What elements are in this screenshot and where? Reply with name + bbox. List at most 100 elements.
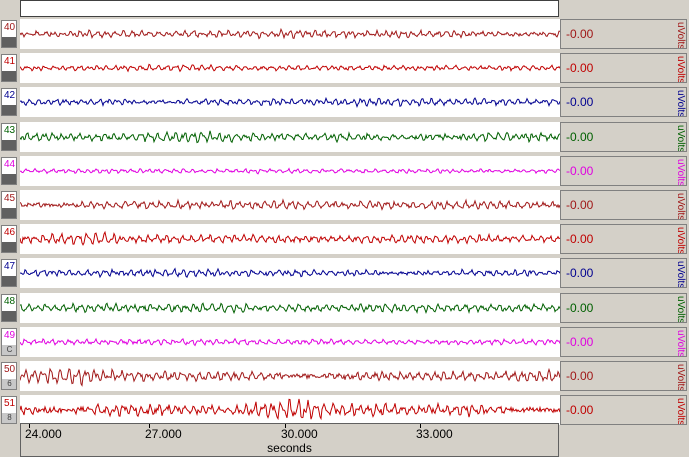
channel-unit: uVolts	[675, 125, 686, 151]
tick-mark	[29, 424, 30, 428]
waveform	[20, 130, 560, 144]
channel-trace[interactable]	[20, 293, 560, 323]
channel-level-bar: C	[2, 345, 16, 355]
waveform	[20, 267, 560, 279]
waveform	[20, 301, 560, 315]
channel-unit: uVolts	[675, 90, 686, 116]
channel-number: 48	[3, 296, 16, 307]
tick-mark	[149, 424, 150, 428]
channel-row: 47 -0.00 uVolts	[0, 258, 689, 288]
waveform	[20, 230, 560, 246]
tick-mark	[285, 424, 286, 428]
waveform	[20, 167, 560, 175]
channel-unit: uVolts	[675, 398, 686, 424]
channel-value-panel: -0.00 uVolts	[560, 190, 687, 220]
channel-number: 40	[3, 22, 16, 33]
channel-number: 46	[3, 227, 16, 238]
channel-number: 42	[3, 90, 16, 101]
channel-value-panel: -0.00 uVolts	[560, 258, 687, 288]
channel-selector[interactable]: 41	[1, 54, 17, 82]
channel-selector[interactable]: 51 8	[1, 396, 17, 424]
channel-selector[interactable]: 45	[1, 191, 17, 219]
channel-level-bar	[2, 140, 16, 150]
channel-selector[interactable]: 43	[1, 123, 17, 151]
channel-trace[interactable]	[20, 87, 560, 117]
channel-value-panel: -0.00 uVolts	[560, 19, 687, 49]
channel-level-bar	[2, 37, 16, 47]
channel-value-panel: -0.00 uVolts	[560, 293, 687, 323]
channel-number: 51	[3, 398, 16, 409]
channel-unit: uVolts	[675, 193, 686, 219]
channel-value-panel: -0.00 uVolts	[560, 53, 687, 83]
channel-selector[interactable]: 48	[1, 294, 17, 322]
channel-selector[interactable]: 46	[1, 225, 17, 253]
channel-trace[interactable]	[20, 19, 560, 49]
waveform	[20, 337, 560, 347]
channel-row: 48 -0.00 uVolts	[0, 293, 689, 323]
channel-trace[interactable]	[20, 327, 560, 357]
waveform	[20, 398, 560, 421]
channel-trace[interactable]	[20, 361, 560, 391]
channel-selector[interactable]: 47	[1, 259, 17, 287]
channel-level-bar	[2, 276, 16, 286]
waveform-line	[20, 367, 560, 387]
waveform-line	[20, 337, 560, 347]
waveform-line	[20, 63, 560, 73]
channel-level-bar: 6	[2, 379, 16, 389]
channel-selector[interactable]: 42	[1, 88, 17, 116]
channel-value-panel: -0.00 uVolts	[560, 122, 687, 152]
channel-value: -0.00	[566, 232, 594, 246]
channel-number: 44	[3, 159, 16, 170]
channel-selector[interactable]: 44	[1, 157, 17, 185]
channel-trace[interactable]	[20, 258, 560, 288]
channel-level-bar: 8	[2, 413, 16, 423]
channel-number: 45	[3, 193, 16, 204]
annotation-bar[interactable]	[20, 0, 559, 17]
channel-level-bar	[2, 208, 16, 218]
channel-row: 45 -0.00 uVolts	[0, 190, 689, 220]
channel-value: -0.00	[566, 164, 594, 178]
channel-selector[interactable]: 50 6	[1, 362, 17, 390]
channel-trace[interactable]	[20, 224, 560, 254]
waveform-line	[20, 198, 560, 211]
waveform	[20, 63, 560, 73]
channel-value-panel: -0.00 uVolts	[560, 156, 687, 186]
channel-value: -0.00	[566, 403, 594, 417]
channel-trace[interactable]	[20, 395, 560, 425]
channel-value: -0.00	[566, 198, 594, 212]
channel-number: 41	[3, 56, 16, 67]
channel-trace[interactable]	[20, 122, 560, 152]
channel-value: -0.00	[566, 301, 594, 315]
channel-value: -0.00	[566, 130, 594, 144]
channel-unit: uVolts	[675, 22, 686, 48]
channel-level-bar	[2, 311, 16, 321]
channel-row: 41 -0.00 uVolts	[0, 53, 689, 83]
channel-selector[interactable]: 49 C	[1, 328, 17, 356]
channel-unit: uVolts	[675, 261, 686, 287]
waveform-line	[20, 167, 560, 175]
waveform-line	[20, 130, 560, 144]
channel-row: 43 -0.00 uVolts	[0, 122, 689, 152]
channel-level-bar	[2, 105, 16, 115]
channel-number: 47	[3, 261, 16, 272]
channel-trace[interactable]	[20, 53, 560, 83]
channel-unit: uVolts	[675, 364, 686, 390]
channel-trace[interactable]	[20, 156, 560, 186]
tick-mark	[420, 424, 421, 428]
channel-value-panel: -0.00 uVolts	[560, 395, 687, 425]
channel-selector[interactable]: 40	[1, 20, 17, 48]
channel-unit: uVolts	[675, 227, 686, 253]
channel-row: 50 6 -0.00 uVolts	[0, 361, 689, 391]
channel-level-bar	[2, 174, 16, 184]
waveform	[20, 27, 560, 40]
channel-value: -0.00	[566, 335, 594, 349]
channel-value: -0.00	[566, 369, 594, 383]
channel-level-bar	[2, 242, 16, 252]
channel-row: 42 -0.00 uVolts	[0, 87, 689, 117]
tick-label: 24.000	[25, 427, 62, 441]
channel-trace[interactable]	[20, 190, 560, 220]
channel-value-panel: -0.00 uVolts	[560, 87, 687, 117]
channel-value: -0.00	[566, 61, 594, 75]
waveform	[20, 96, 560, 108]
